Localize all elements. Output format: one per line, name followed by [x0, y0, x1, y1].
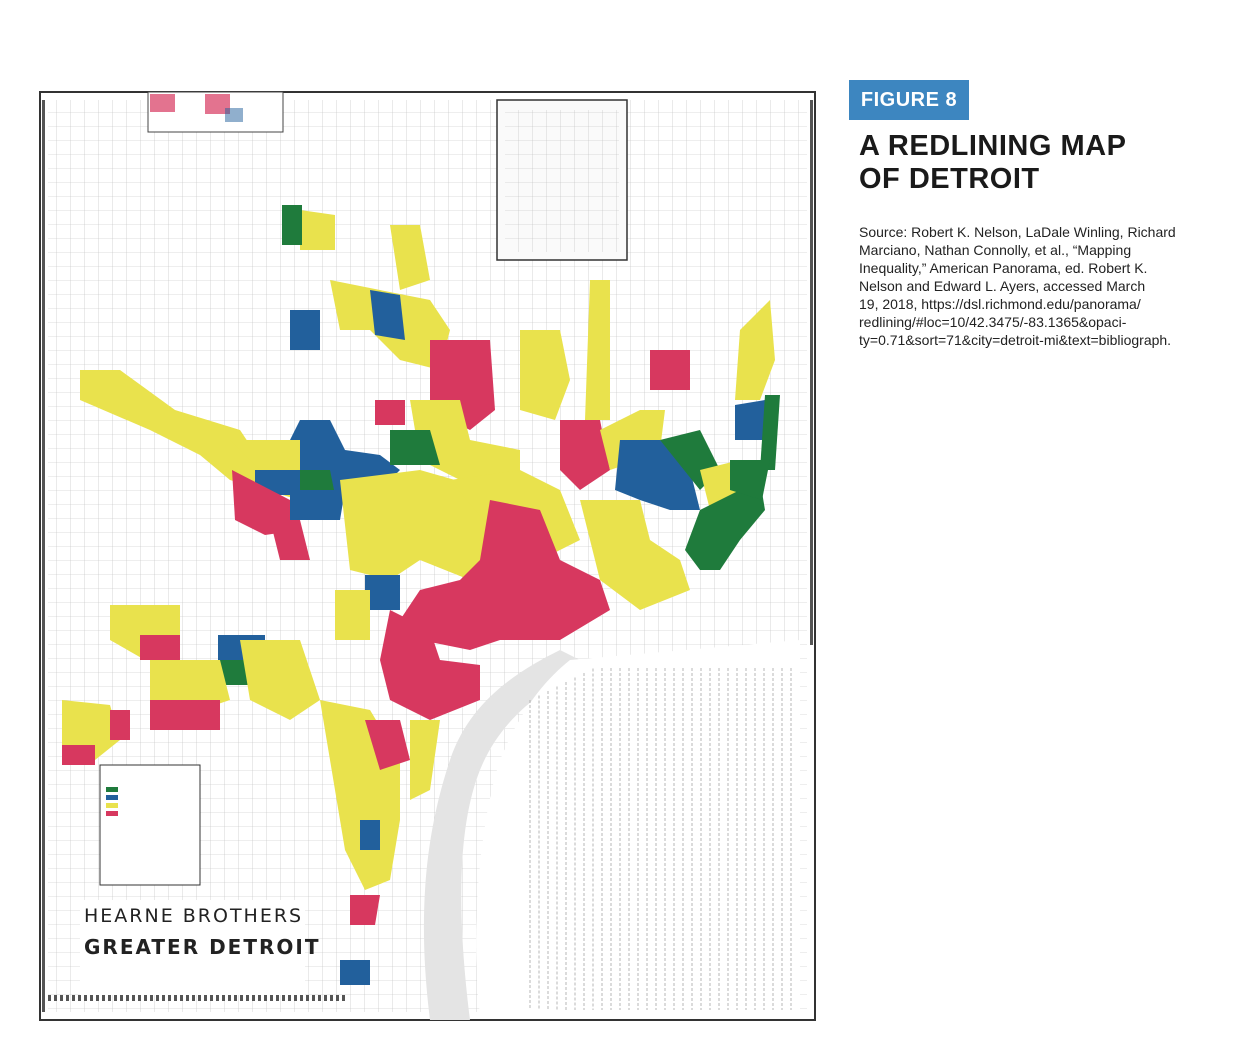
title-block — [80, 900, 305, 995]
legend-swatch — [106, 787, 118, 792]
zones — [62, 205, 780, 985]
source-line: Source: Robert K. Nelson, LaDale Winling… — [859, 224, 1176, 240]
map: HEARNE BROTHERS GREATER DETROIT — [39, 91, 816, 1021]
inset-zone — [150, 94, 175, 112]
source-line: Inequality,” American Panorama, ed. Robe… — [859, 260, 1148, 276]
source-line: ty=0.71&sort=71&city=detroit-mi&text=bib… — [859, 332, 1172, 348]
map-name: GREATER DETROIT — [84, 935, 320, 959]
title-line: OF DETROIT — [859, 163, 1040, 195]
legend-swatch — [106, 795, 118, 800]
source-line: Marciano, Nathan Connolly, et al., “Mapp… — [859, 242, 1132, 258]
figure-title: A REDLINING MAP OF DETROIT — [859, 130, 1126, 196]
inset-streets — [505, 110, 619, 252]
legend-swatch — [106, 811, 118, 816]
river — [423, 650, 590, 1020]
source-line: redlining/#loc=10/42.3475/-83.1365&opaci… — [859, 314, 1127, 330]
map-border — [48, 995, 348, 1001]
legend-box — [99, 764, 201, 886]
source-line: Nelson and Edward L. Ayers, accessed Mar… — [859, 278, 1146, 294]
map-border — [807, 100, 815, 645]
figure-source: Source: Robert K. Nelson, LaDale Winling… — [859, 223, 1176, 349]
legend-swatch — [106, 803, 118, 808]
source-line: 19, 2018, https://dsl.richmond.edu/panor… — [859, 296, 1141, 312]
windsor-streets — [529, 668, 792, 1010]
map-border — [40, 100, 48, 1012]
figure-label: FIGURE 8 — [849, 80, 969, 120]
inset-zone — [225, 108, 243, 122]
map-publisher: HEARNE BROTHERS — [84, 905, 303, 927]
inset-zone — [205, 94, 230, 114]
title-line: A REDLINING MAP — [859, 130, 1127, 162]
